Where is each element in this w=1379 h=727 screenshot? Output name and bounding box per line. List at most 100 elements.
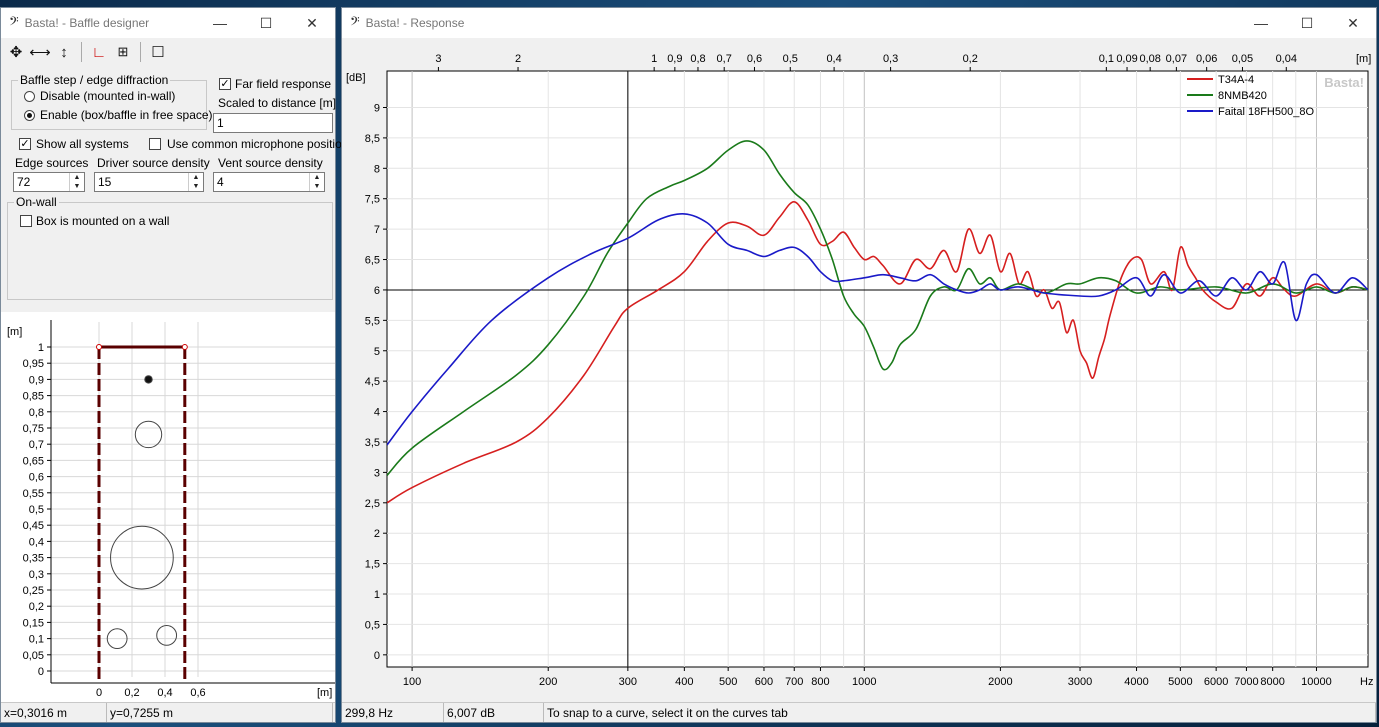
scaled-distance-input[interactable]: 1 [213, 113, 333, 133]
vent-density-value: 4 [217, 175, 224, 189]
baffle-plot[interactable]: 1 0,95 0,9 0,85 0,8 0,75 0,7 0,65 0,6 0,55 0,5 0,45… [1, 312, 335, 704]
hint-status: To snap to a curve, select it on the cur… [544, 703, 1376, 722]
app-logo-icon: 𝄢 [9, 14, 19, 32]
baffle-y-tick-label: 0,8 [29, 407, 44, 419]
driver-density-spinner[interactable]: 15 ▲ ▼ [94, 172, 204, 192]
chart-y-tick-label: 0,5 [365, 619, 380, 631]
common-mic-checkbox[interactable] [149, 138, 161, 150]
chart-y-tick-label: 7 [374, 224, 380, 236]
legend-label[interactable]: 8NMB420 [1218, 90, 1267, 102]
series-line-3[interactable] [387, 213, 1368, 446]
driver-tweeter[interactable] [144, 375, 153, 384]
disable-diffraction-label[interactable]: Disable (mounted in-wall) [40, 89, 176, 103]
chart-top-tick-label: 0,2 [963, 53, 978, 65]
minimize-button[interactable]: — [1254, 15, 1268, 31]
chart-top-unit-label: [m] [1356, 53, 1371, 65]
driver-port-left[interactable] [106, 628, 128, 650]
baffle-x-tick-label: 0,2 [124, 687, 139, 699]
edge-sources-spinner[interactable]: 72 ▲ ▼ [13, 172, 85, 192]
chart-top-tick-label: 0,8 [690, 53, 705, 65]
x-coordinate-status: x=0,3016 m [1, 703, 107, 722]
minimize-button[interactable]: — [213, 15, 227, 31]
baffle-x-tick-label: 0 [96, 687, 102, 699]
baffle-y-tick-label: 0,3 [29, 569, 44, 581]
far-field-checkbox[interactable]: ✓ [219, 78, 231, 90]
driver-port-right[interactable] [156, 624, 178, 646]
chart-top-tick-label: 0,5 [783, 53, 798, 65]
response-chart[interactable]: 0 0,5 1 1,5 2 2,5 3 3,5 4 4,5 5 5,5 6 6,5 7 7,5 8 8,5 9 [dB… [342, 39, 1376, 704]
baffle-y-tick-label: 0,75 [23, 423, 44, 435]
driver-midrange[interactable] [134, 420, 163, 449]
baffle-y-tick-label: 0,65 [23, 455, 44, 467]
diffraction-group-legend: Baffle step / edge diffraction [18, 73, 171, 87]
enable-diffraction-radio[interactable] [24, 110, 35, 121]
frequency-status: 299,8 Hz [342, 703, 444, 722]
vent-density-spinner[interactable]: 4 ▲ ▼ [213, 172, 325, 192]
baffle-y-tick-label: 0,95 [23, 358, 44, 370]
corner-icon[interactable]: ∟ [91, 43, 107, 61]
maximize-button[interactable]: ☐ [1300, 14, 1314, 31]
chart-y-tick-label: 9 [374, 102, 380, 114]
legend-label[interactable]: Faital 18FH500_8O [1218, 106, 1314, 118]
spinner-arrows-icon[interactable]: ▲ ▼ [69, 173, 84, 191]
y-coordinate-status: y=0,7255 m [107, 703, 333, 722]
chart-x-tick-label: 5000 [1168, 676, 1192, 688]
move-icon[interactable]: ✥ [9, 44, 23, 61]
grid-icon[interactable]: ⊞ [117, 44, 129, 59]
far-field-label[interactable]: Far field response [235, 77, 332, 91]
response-window: 𝄢 Basta! - Response — ☐ ✕ 0 0,5 1 1,5 2 2,5 3 3… [341, 7, 1377, 723]
toolbar-separator [81, 42, 82, 62]
close-button[interactable]: ✕ [1347, 14, 1359, 31]
baffle-unit-label: [m] [7, 326, 22, 338]
close-button[interactable]: ✕ [306, 14, 318, 31]
driver-woofer[interactable] [110, 525, 174, 590]
chart-top-tick-label: 0,09 [1116, 53, 1137, 65]
chart-y-tick-label: 6,5 [365, 255, 380, 267]
baffle-y-tick-label: 0,35 [23, 553, 44, 565]
chart-top-tick-label: 0,3 [883, 53, 898, 65]
spinner-arrows-icon[interactable]: ▲ ▼ [188, 173, 203, 191]
maximize-button[interactable]: ☐ [259, 14, 273, 31]
mounted-on-wall-checkbox[interactable] [20, 215, 32, 227]
mounted-on-wall-label[interactable]: Box is mounted on a wall [36, 214, 170, 228]
baffle-y-tick-label: 0,15 [23, 617, 44, 629]
chart-x-tick-label: 7000 [1234, 676, 1258, 688]
chart-y-tick-label: 1,5 [365, 559, 380, 571]
baffle-corner-handle[interactable] [181, 344, 188, 350]
baffle-corner-handle[interactable] [96, 344, 102, 350]
baffle-y-tick-label: 0,05 [23, 650, 44, 662]
move-vertical-icon[interactable]: ↕ [60, 43, 68, 61]
chart-y-tick-label: 0 [374, 650, 380, 662]
chart-top-tick-label: 0,04 [1276, 53, 1297, 65]
enable-diffraction-label[interactable]: Enable (box/baffle in free space) [40, 108, 213, 122]
show-all-systems-label[interactable]: Show all systems [36, 137, 129, 151]
spinner-arrows-icon[interactable]: ▲ ▼ [309, 173, 324, 191]
baffle-y-tick-label: 0,25 [23, 585, 44, 597]
chart-y-tick-label: 3 [374, 467, 380, 479]
legend-label[interactable]: T34A-4 [1218, 74, 1254, 86]
show-all-systems-checkbox[interactable]: ✓ [19, 138, 31, 150]
square-icon[interactable]: ☐ [151, 44, 165, 61]
baffle-y-tick-label: 0,45 [23, 520, 44, 532]
move-horizontal-icon[interactable]: ⟷ [29, 44, 51, 61]
toolbar-separator [140, 42, 141, 62]
disable-diffraction-radio[interactable] [24, 91, 35, 102]
chart-x-tick-label: 400 [675, 676, 693, 688]
chart-y-tick-label: 4 [374, 407, 380, 419]
baffle-y-tick-label: 0,55 [23, 488, 44, 500]
chart-top-tick-label: 0,4 [826, 53, 841, 65]
baffle-y-tick-label: 0 [38, 666, 44, 678]
chart-y-tick-label: 5,5 [365, 315, 380, 327]
baffle-designer-window: 𝄢 Basta! - Baffle designer — ☐ ✕ ✥ ⟷ ↕ ∟… [0, 7, 348, 723]
chart-y-tick-label: 2,5 [365, 498, 380, 510]
series-line-2[interactable] [387, 140, 1368, 476]
chart-x-unit-label: Hz [1360, 676, 1373, 688]
chart-top-tick-label: 0,9 [667, 53, 682, 65]
chart-y-tick-label: 8 [374, 163, 380, 175]
app-logo-icon: 𝄢 [350, 14, 360, 32]
baffle-designer-titlebar[interactable]: 𝄢 Basta! - Baffle designer — ☐ ✕ [1, 8, 335, 38]
baffle-toolbar: ✥ ⟷ ↕ ∟ ⊞ ☐ [1, 38, 335, 66]
common-mic-label[interactable]: Use common microphone position [167, 137, 349, 151]
response-statusbar: 299,8 Hz 6,007 dB To snap to a curve, se… [342, 702, 1376, 722]
response-titlebar[interactable]: 𝄢 Basta! - Response — ☐ ✕ [342, 8, 1376, 38]
